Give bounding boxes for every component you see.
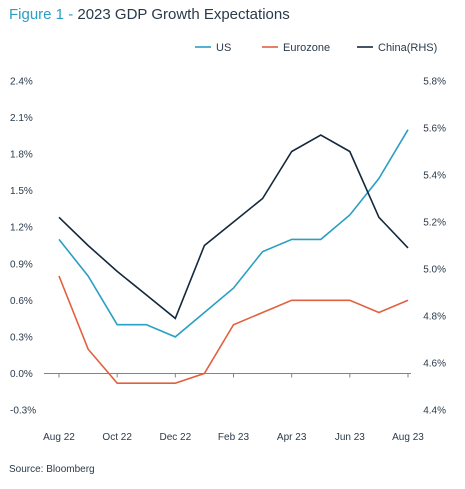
y-left-tick-label: 1.2%	[10, 223, 33, 234]
x-tick-label: Feb 23	[218, 432, 250, 443]
legend-label: China(RHS)	[378, 42, 437, 54]
y-left-tick-label: 1.8%	[10, 150, 33, 161]
y-right-tick-label: 5.4%	[423, 171, 446, 182]
series-line-eurozone	[58, 275, 409, 385]
series-line-china-rhs	[58, 134, 409, 320]
x-tick-label: Apr 23	[277, 432, 307, 443]
legend-label: US	[216, 42, 231, 54]
y-left-tick-label: 2.1%	[10, 113, 33, 124]
y-right-tick-label: 4.6%	[423, 359, 446, 370]
y-right-tick-label: 5.2%	[423, 218, 446, 229]
x-tick-label: Aug 22	[43, 432, 75, 443]
x-tick-label: Oct 22	[102, 432, 132, 443]
source-note: Source: Bloomberg	[9, 464, 95, 475]
legend-label: Eurozone	[283, 42, 330, 54]
y-left-tick-label: 0.9%	[10, 259, 33, 270]
x-tick-label: Aug 23	[392, 432, 424, 443]
y-right-tick-label: 4.4%	[423, 406, 446, 417]
y-left-tick-label: 2.4%	[10, 77, 33, 88]
x-tick-label: Dec 22	[159, 432, 191, 443]
y-left-tick-label: 1.5%	[10, 186, 33, 197]
x-tick-label: Jun 23	[335, 432, 365, 443]
y-left-tick-label: 0.3%	[10, 332, 33, 343]
figure-number: Figure 1	[9, 6, 65, 23]
y-right-tick-label: 5.0%	[423, 265, 446, 276]
y-right-tick-label: 4.8%	[423, 312, 446, 323]
series-line-us	[58, 129, 409, 338]
y-left-tick-label: 0.6%	[10, 296, 33, 307]
figure-title-text: 2023 GDP Growth Expectations	[77, 6, 290, 23]
title-separator: -	[64, 6, 78, 23]
y-left-tick-label: -0.3%	[10, 406, 36, 417]
y-right-tick-label: 5.6%	[423, 124, 446, 135]
y-right-tick-label: 5.8%	[423, 77, 446, 88]
y-left-tick-label: 0.0%	[10, 369, 33, 380]
chart-title: Figure 1 - 2023 GDP Growth Expectations	[9, 6, 290, 23]
